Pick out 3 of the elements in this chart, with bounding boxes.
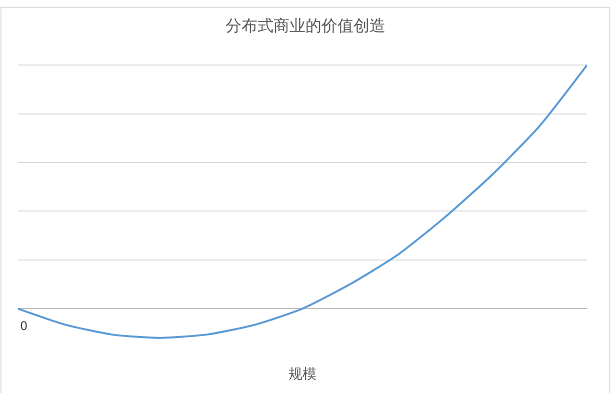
chart-title: 分布式商业的价值创造 — [226, 16, 386, 35]
x-axis-title: 规模 — [288, 366, 316, 382]
annotation: 0 — [20, 319, 28, 333]
